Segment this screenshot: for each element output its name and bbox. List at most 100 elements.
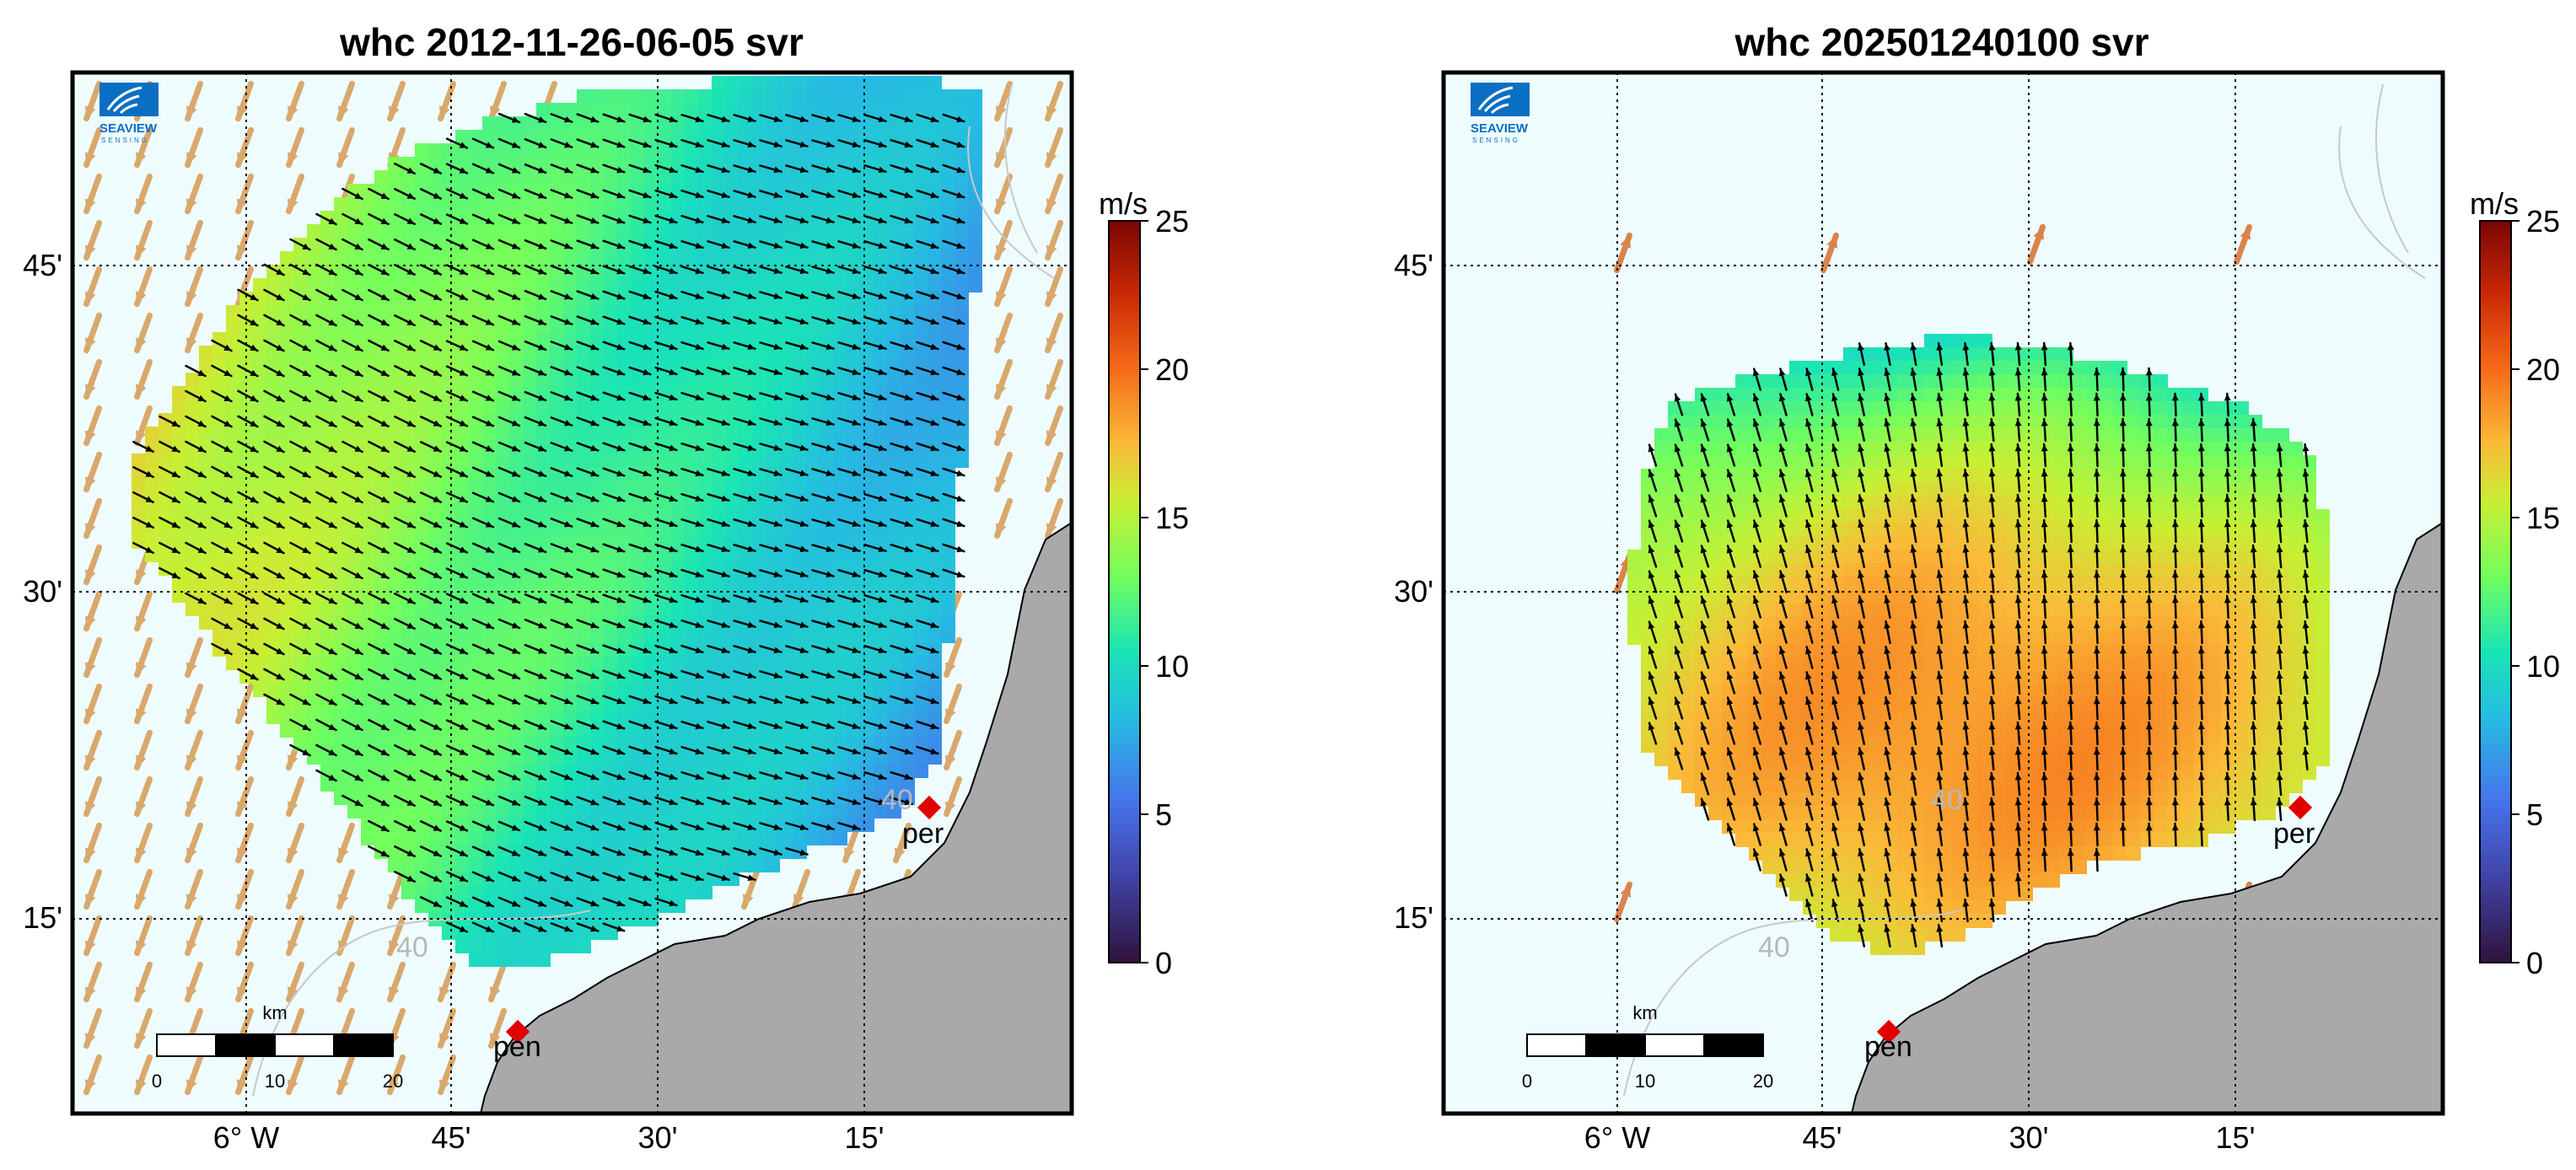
wind-arrow [1831, 620, 1840, 644]
wind-arrow [707, 291, 730, 300]
wind-arrow [368, 491, 390, 504]
wind-arrow [2302, 518, 2310, 544]
wind-arrow [394, 466, 416, 478]
wind-arrow [550, 720, 573, 730]
wind-arrow [524, 239, 547, 250]
wind-arrow [550, 366, 573, 376]
wind-arrow [733, 316, 756, 325]
wind-arrow [185, 592, 207, 605]
wind-arrow [133, 1007, 153, 1049]
wind-arrow [524, 289, 547, 301]
wind-arrow [837, 518, 861, 528]
wind-arrow [837, 114, 861, 123]
wind-arrow [315, 566, 337, 580]
wind-arrow [707, 872, 730, 882]
wind-arrow [916, 341, 939, 351]
wind-arrow [654, 745, 678, 755]
wind-arrow [707, 417, 730, 427]
wind-arrow [811, 645, 835, 654]
wind-arrow [524, 441, 547, 453]
wind-arrow [942, 265, 965, 275]
wind-arrow [1910, 443, 1917, 468]
wind-arrow [524, 567, 547, 579]
wind-arrow [2145, 594, 2153, 620]
wind-arrow [237, 541, 259, 555]
wind-arrow [386, 961, 406, 1003]
wind-arrow [602, 644, 626, 654]
wind-arrow [133, 219, 153, 261]
wind-arrow [654, 265, 678, 275]
wind-arrow [654, 492, 678, 502]
wind-arrow [576, 846, 600, 856]
wind-arrow [1778, 671, 1788, 695]
wind-arrow [394, 820, 416, 832]
wind-arrow [576, 290, 600, 300]
wind-arrow [1804, 393, 1814, 416]
wind-arrow [419, 390, 443, 402]
wind-arrow [2014, 493, 2022, 518]
wind-arrow [785, 746, 809, 755]
wind-arrow [2093, 721, 2100, 746]
wind-arrow [628, 416, 652, 427]
wind-arrow [654, 796, 678, 806]
wind-arrow [576, 872, 600, 882]
wind-arrow [2145, 569, 2153, 594]
wind-arrow [184, 173, 204, 215]
wind-arrow [2014, 468, 2022, 493]
wind-arrow [497, 416, 521, 427]
wind-arrow [837, 215, 861, 224]
wind-arrow [394, 517, 416, 529]
wind-arrow [1700, 722, 1710, 745]
wind-arrow [628, 846, 652, 856]
wind-arrow [285, 868, 305, 910]
wind-arrow [184, 266, 204, 308]
wind-arrow [2119, 594, 2127, 620]
wind-arrow [2302, 620, 2310, 645]
wind-arrow [133, 266, 153, 308]
wind-arrow [602, 265, 626, 275]
wind-arrow [1858, 873, 1866, 897]
wind-arrow [368, 314, 390, 327]
wind-arrow [289, 541, 311, 555]
wind-arrow [1726, 696, 1736, 720]
wind-arrow [707, 544, 730, 553]
wind-arrow [759, 518, 782, 528]
wind-arrow [368, 541, 390, 555]
wind-arrow [628, 568, 652, 578]
wind-arrow [2224, 797, 2231, 822]
wind-arrow [1858, 899, 1866, 922]
wind-arrow [1752, 595, 1761, 619]
wind-arrow [863, 266, 887, 275]
wind-arrow [785, 240, 809, 250]
wind-arrow [524, 491, 547, 503]
wind-arrow [524, 416, 547, 427]
wind-arrow [2171, 569, 2179, 594]
wind-arrow [368, 288, 390, 302]
wind-arrow [1831, 747, 1840, 770]
wind-arrow [654, 467, 678, 477]
wind-arrow [680, 695, 704, 705]
wind-arrow [2119, 670, 2127, 695]
wind-arrow [315, 642, 337, 656]
wind-arrow [680, 872, 704, 882]
wind-arrow [83, 915, 103, 957]
wind-arrow [680, 113, 704, 123]
wind-arrow [1858, 646, 1866, 669]
wind-arrow [1936, 417, 1944, 443]
wind-arrow [550, 265, 573, 275]
wind-arrow [602, 720, 626, 730]
wind-arrow [1936, 493, 1944, 518]
wind-arrow [1884, 645, 1891, 670]
wind-arrow [1910, 771, 1917, 797]
wind-arrow [83, 544, 103, 586]
wind-arrow [785, 493, 809, 502]
wind-arrow [680, 745, 704, 755]
wind-arrow [550, 189, 573, 199]
wind-arrow [628, 391, 652, 401]
wind-arrow [576, 720, 600, 730]
wind-arrow [2014, 367, 2022, 392]
wind-arrow [890, 315, 913, 325]
wind-arrow [445, 365, 469, 377]
wind-arrow [1831, 722, 1840, 745]
wind-arrow [680, 416, 704, 427]
